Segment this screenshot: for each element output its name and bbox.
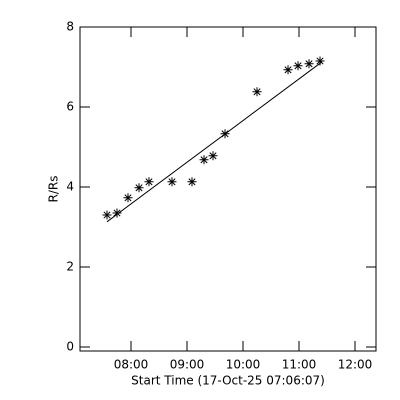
data-point [144,177,154,187]
x-tick-label: 12:00 [338,358,373,372]
y-tick-label: 0 [66,340,74,354]
data-point [220,129,230,139]
plot-frame [79,26,377,352]
data-point [283,65,293,75]
y-tick-label: 2 [66,260,74,274]
data-point [187,177,197,187]
data-point [199,155,209,165]
data-point [134,183,144,193]
y-tick-label: 8 [66,20,74,34]
data-point [167,177,177,187]
x-tick-label: 10:00 [226,358,261,372]
fit-line [106,61,323,223]
x-tick-label: 09:00 [170,358,205,372]
y-axis-label: R/Rs [47,176,61,203]
y-tick-label: 6 [66,100,74,114]
data-point [102,210,112,220]
data-point [123,193,133,203]
data-point [208,151,218,161]
x-tick-label: 11:00 [282,358,317,372]
data-point [252,87,262,97]
data-point [315,56,325,66]
x-tick-label: 08:00 [114,358,149,372]
x-axis-label: Start Time (17-Oct-25 07:06:07) [131,374,325,388]
data-point [112,208,122,218]
data-point [304,59,314,69]
data-point [293,61,303,71]
y-tick-label: 4 [66,180,74,194]
